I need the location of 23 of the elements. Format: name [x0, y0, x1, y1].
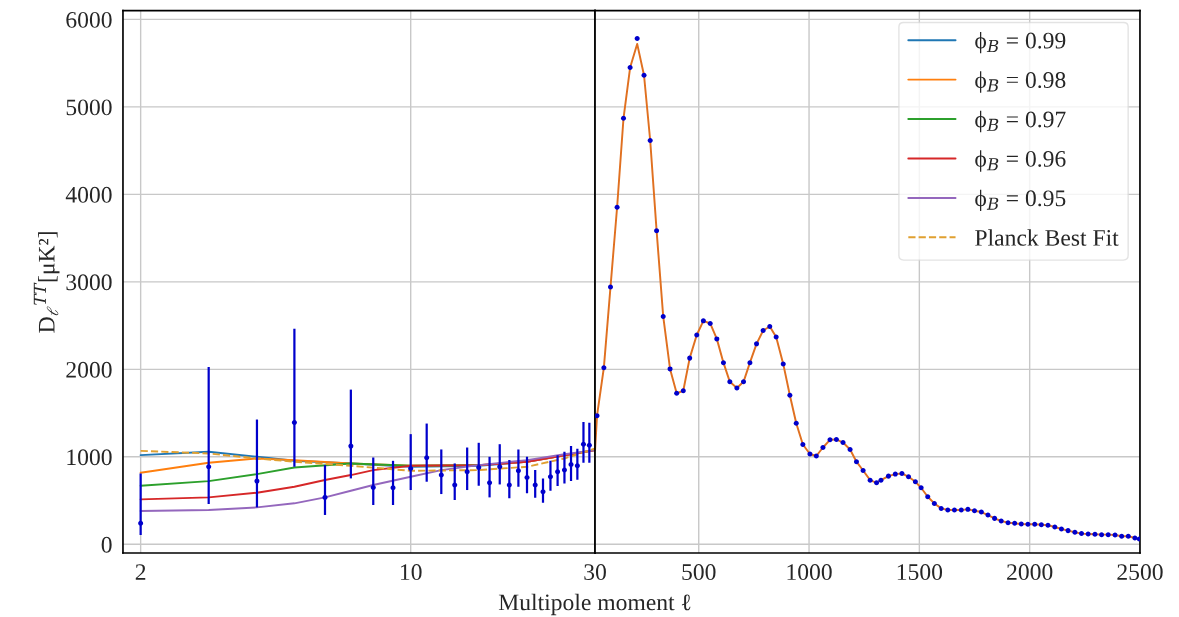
y-tick-label: 1000: [67, 449, 112, 466]
y-tick-label: 5000: [66, 99, 112, 116]
x-tick-label: 1000: [787, 564, 832, 581]
y-tick-label: 6000: [66, 11, 112, 28]
x-tick-label: 1500: [897, 564, 943, 581]
x-tick-label: 10: [400, 564, 422, 581]
x-tick-label: 2500: [1117, 564, 1163, 581]
y-tick-label: 3000: [66, 274, 112, 291]
legend-label: ϕ$_{B}$ = 0.97: [975, 110, 1066, 133]
legend-label: ϕ$_{B}$ = 0.98: [975, 71, 1066, 93]
x-tick-label: 2: [135, 564, 146, 580]
x-tick-label: 30: [584, 564, 606, 581]
legend-label: Planck Best Fit: [975, 229, 1119, 246]
y-axis-title: D$_{ℓ}$$^{TT}$[μK²]: [33, 232, 60, 333]
legend-label: ϕ$_{B}$ = 0.99: [975, 31, 1066, 54]
y-tick-label: 0: [101, 536, 112, 553]
legend-label: ϕ$_{B}$ = 0.96: [975, 150, 1066, 172]
x-tick-label: 500: [682, 564, 716, 581]
y-tick-label: 2000: [66, 361, 112, 378]
y-tick-label: 4000: [65, 186, 112, 203]
legend-label: ϕ$_{B}$ = 0.95: [975, 189, 1066, 212]
x-tick-label: 2000: [1007, 564, 1053, 581]
x-axis-title: Multipole moment ℓ: [498, 593, 691, 616]
